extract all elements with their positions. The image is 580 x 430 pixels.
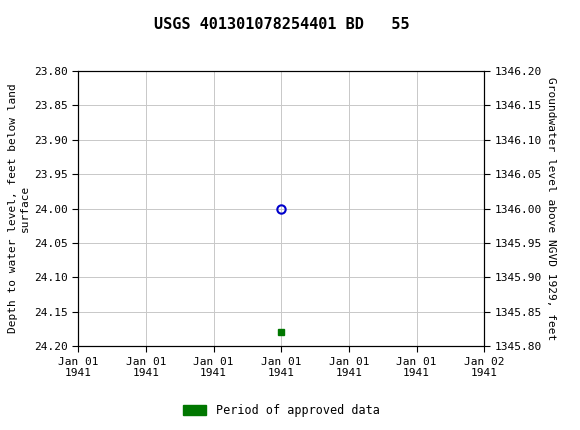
Y-axis label: Depth to water level, feet below land
surface: Depth to water level, feet below land su… [8, 84, 30, 333]
Text: USGS 401301078254401 BD   55: USGS 401301078254401 BD 55 [154, 17, 409, 32]
Legend: Period of approved data: Period of approved data [178, 399, 385, 422]
Text: USGS: USGS [44, 10, 103, 29]
Y-axis label: Groundwater level above NGVD 1929, feet: Groundwater level above NGVD 1929, feet [546, 77, 556, 340]
